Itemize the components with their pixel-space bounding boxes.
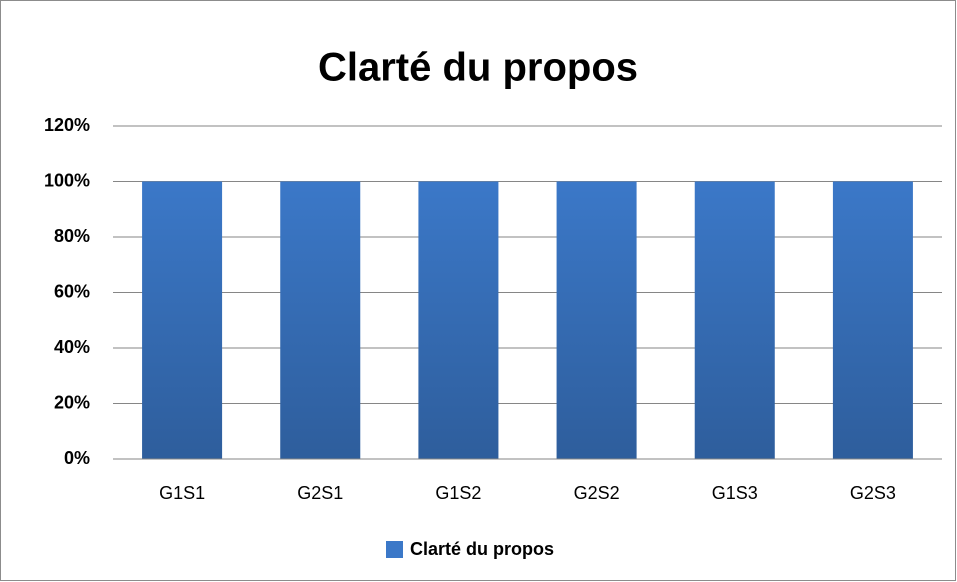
- x-tick-label: G2S3: [850, 483, 896, 503]
- y-tick-label: 100%: [44, 170, 90, 190]
- y-tick-label: 0%: [64, 448, 90, 468]
- bar-shade: [694, 181, 775, 459]
- bar-shade: [418, 181, 499, 459]
- chart-title: Clarté du propos: [318, 46, 638, 90]
- bar-shade: [832, 181, 913, 459]
- legend-swatch: [386, 541, 403, 558]
- x-tick-label: G1S1: [159, 483, 205, 503]
- y-tick-label: 40%: [54, 337, 90, 357]
- x-tick-label: G1S2: [435, 483, 481, 503]
- x-tick-label: G2S1: [297, 483, 343, 503]
- x-tick-label: G1S3: [712, 483, 758, 503]
- y-tick-label: 80%: [54, 226, 90, 246]
- y-tick-label: 60%: [54, 281, 90, 301]
- y-tick-label: 20%: [54, 392, 90, 412]
- bar-shade: [556, 181, 637, 459]
- bar-shade: [142, 181, 223, 459]
- bar-shade: [280, 181, 361, 459]
- legend-label: Clarté du propos: [410, 539, 554, 559]
- x-tick-label: G2S2: [574, 483, 620, 503]
- y-tick-label: 120%: [44, 115, 90, 135]
